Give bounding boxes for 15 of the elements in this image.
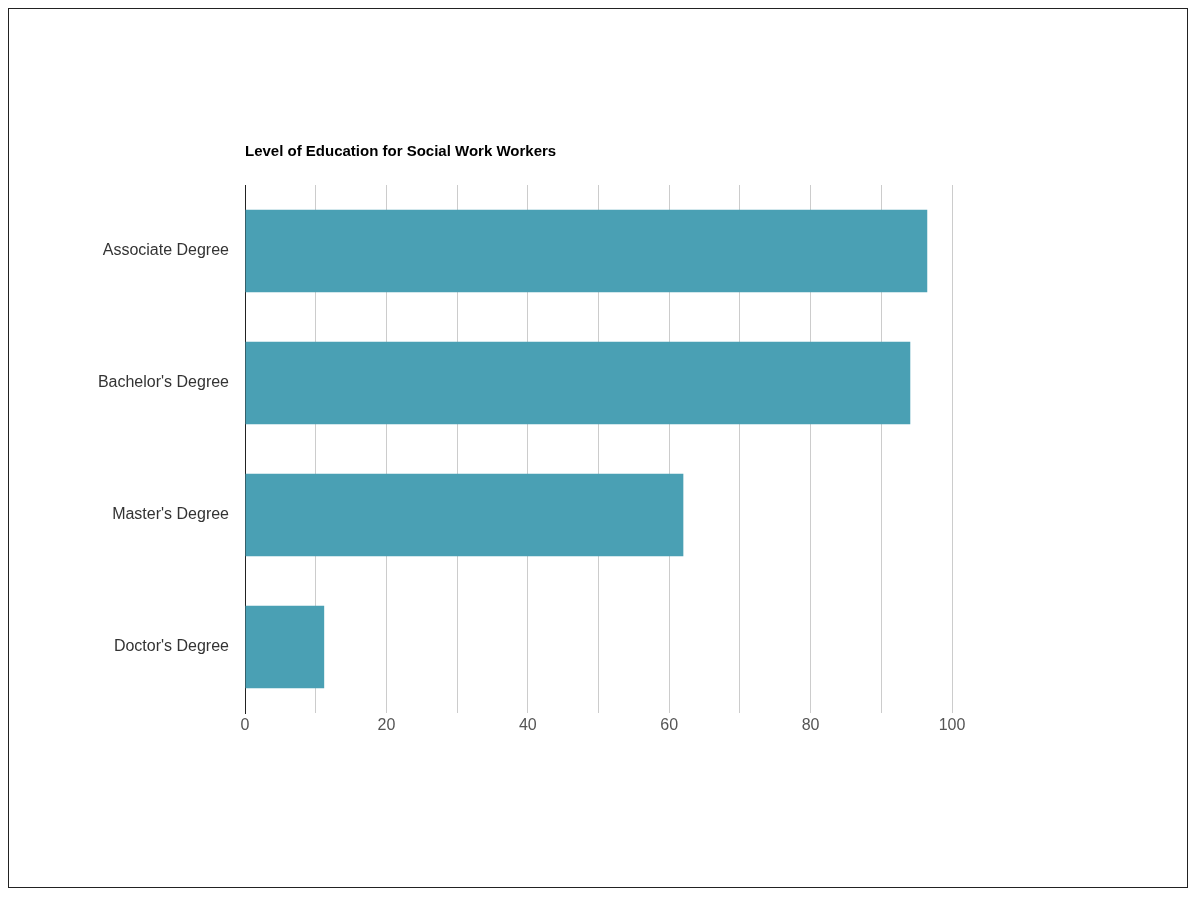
x-tick-label: 80 (801, 716, 820, 734)
x-tick-label: 40 (518, 716, 537, 734)
x-tick-label: 60 (660, 716, 679, 734)
y-tick-label: Master's Degree (112, 505, 230, 523)
bar (245, 209, 928, 293)
y-tick-label: Doctor's Degree (113, 637, 230, 655)
y-tick-label: Associate Degree (102, 241, 230, 259)
y-tick-label: Bachelor's Degree (97, 373, 230, 391)
x-tick-label: 100 (938, 716, 966, 734)
chart-title: Level of Education for Social Work Workers (245, 142, 557, 160)
x-tick-label: 20 (377, 716, 396, 734)
bar (245, 605, 325, 689)
bar (245, 341, 911, 425)
bar (245, 473, 684, 557)
x-tick-label: 0 (240, 716, 250, 734)
